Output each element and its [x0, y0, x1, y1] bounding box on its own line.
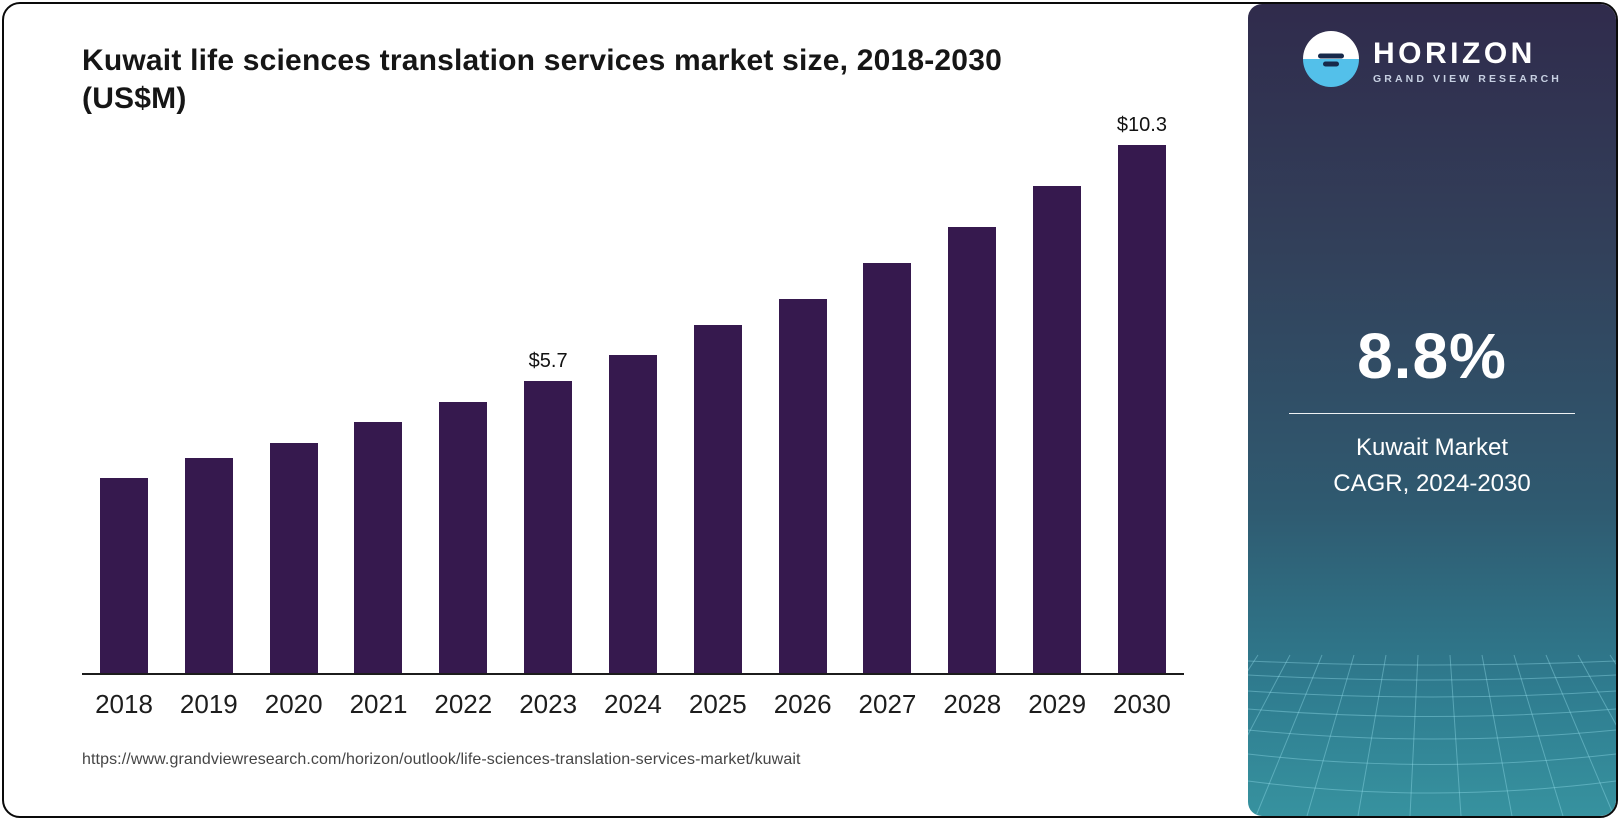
bar-2028: 2028 — [943, 227, 1001, 719]
mesh-pattern — [1248, 654, 1616, 816]
brand-name: HORIZON — [1373, 36, 1536, 70]
chart-title: Kuwait life sciences translation service… — [82, 44, 1002, 116]
brand-sidebar: HORIZON GRAND VIEW RESEARCH 8.8% Kuwait … — [1248, 4, 1616, 816]
bar-2018: 2018 — [95, 478, 153, 719]
x-tick-label: 2018 — [95, 689, 153, 720]
cagr-label-line2: CAGR, 2024-2030 — [1333, 470, 1531, 497]
brand-logo: HORIZON GRAND VIEW RESEARCH — [1302, 30, 1562, 93]
horizon-logo-icon — [1302, 30, 1360, 93]
bar-2030: $10.3 2030 — [1113, 114, 1171, 719]
bar-2023: $5.7 2023 — [519, 350, 577, 719]
x-tick-label: 2024 — [604, 689, 662, 720]
brand-tagline: GRAND VIEW RESEARCH — [1373, 73, 1562, 86]
bar-value-label: $5.7 — [528, 350, 568, 372]
bar-2021: 2021 — [350, 422, 407, 719]
x-tick-label: 2021 — [349, 689, 408, 720]
bar-2029: 2029 — [1028, 186, 1086, 719]
bar-2026: 2026 — [774, 298, 832, 719]
brand-text: HORIZON GRAND VIEW RESEARCH — [1373, 38, 1562, 86]
bar-2024: 2024 — [604, 355, 662, 719]
cagr-stat: 8.8% Kuwait Market CAGR, 2024-2030 — [1289, 319, 1575, 502]
bar-2025: 2025 — [689, 324, 747, 719]
x-tick-label: 2028 — [943, 689, 1002, 720]
x-tick-label: 2019 — [179, 689, 238, 720]
stat-divider — [1289, 413, 1575, 414]
bar-2019: 2019 — [180, 457, 238, 719]
x-tick-label: 2029 — [1028, 689, 1087, 720]
x-tick-label: 2025 — [688, 689, 747, 720]
x-tick-label: 2026 — [773, 689, 832, 720]
x-tick-label: 2023 — [519, 689, 578, 720]
source-url: https://www.grandviewresearch.com/horizo… — [82, 751, 801, 769]
x-tick-label: 2030 — [1113, 689, 1171, 720]
x-tick-label: 2022 — [434, 689, 493, 720]
cagr-label-line1: Kuwait Market — [1355, 434, 1509, 461]
bar-2022: 2022 — [434, 401, 492, 719]
bar-plot: 2018 2019 2020 2021 2022 $5.7 2023 2024 2025 2026… — [82, 114, 1184, 719]
x-tick-label: 2020 — [264, 689, 323, 720]
bar-2027: 2027 — [859, 263, 916, 719]
bar-value-label: $10.3 — [1116, 114, 1167, 137]
chart-panel: Kuwait life sciences translation service… — [4, 4, 1248, 816]
cagr-value: 8.8% — [1357, 320, 1507, 392]
bar-2020: 2020 — [265, 442, 323, 719]
x-tick-label: 2027 — [858, 689, 917, 720]
